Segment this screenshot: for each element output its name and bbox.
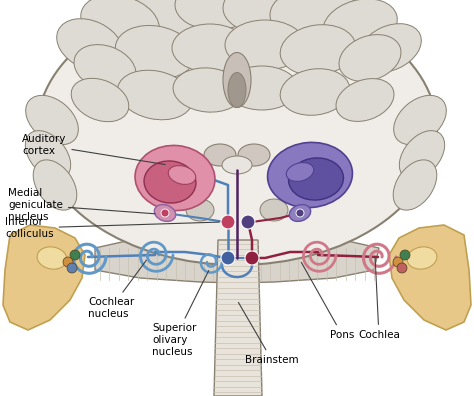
Ellipse shape	[118, 70, 192, 120]
Text: Inferior
colliculus: Inferior colliculus	[5, 217, 219, 239]
Ellipse shape	[168, 166, 196, 185]
Circle shape	[70, 250, 80, 260]
Ellipse shape	[155, 205, 176, 221]
Ellipse shape	[399, 131, 445, 179]
Ellipse shape	[71, 78, 129, 122]
Ellipse shape	[186, 199, 214, 221]
Ellipse shape	[260, 199, 288, 221]
Ellipse shape	[407, 247, 437, 269]
Ellipse shape	[238, 144, 270, 166]
Ellipse shape	[339, 34, 401, 82]
Circle shape	[245, 251, 259, 265]
Text: Auditory
cortex: Auditory cortex	[22, 134, 165, 165]
Circle shape	[241, 215, 255, 229]
Ellipse shape	[336, 78, 394, 122]
Ellipse shape	[267, 143, 353, 208]
Circle shape	[393, 257, 403, 267]
Ellipse shape	[222, 156, 252, 174]
Ellipse shape	[57, 19, 123, 71]
Ellipse shape	[223, 53, 251, 107]
Ellipse shape	[115, 25, 195, 78]
Ellipse shape	[280, 25, 356, 75]
Ellipse shape	[74, 45, 136, 91]
Ellipse shape	[144, 161, 196, 203]
Ellipse shape	[228, 72, 246, 107]
Circle shape	[397, 263, 407, 273]
Polygon shape	[3, 225, 85, 330]
Ellipse shape	[172, 24, 248, 72]
Ellipse shape	[175, 0, 255, 30]
Polygon shape	[214, 240, 262, 396]
Ellipse shape	[25, 131, 71, 179]
Circle shape	[400, 250, 410, 260]
Circle shape	[67, 263, 77, 273]
Ellipse shape	[270, 0, 360, 43]
Ellipse shape	[323, 0, 397, 51]
Text: Pons: Pons	[301, 263, 355, 340]
Ellipse shape	[81, 0, 159, 49]
Ellipse shape	[223, 0, 307, 34]
Ellipse shape	[280, 69, 350, 115]
Ellipse shape	[112, 0, 208, 40]
Ellipse shape	[26, 95, 78, 145]
Ellipse shape	[359, 24, 421, 72]
Polygon shape	[95, 232, 379, 283]
Circle shape	[63, 257, 73, 267]
Circle shape	[296, 209, 304, 217]
Ellipse shape	[289, 158, 344, 200]
Ellipse shape	[225, 20, 305, 70]
Text: Cochlea: Cochlea	[358, 258, 400, 340]
Ellipse shape	[393, 160, 437, 210]
Ellipse shape	[135, 145, 215, 211]
Ellipse shape	[173, 68, 243, 112]
Ellipse shape	[33, 160, 77, 210]
Text: Medial
geniculate
nucleus: Medial geniculate nucleus	[8, 188, 155, 222]
Ellipse shape	[289, 205, 310, 221]
Ellipse shape	[394, 95, 447, 145]
Text: Cochlear
nucleus: Cochlear nucleus	[88, 260, 146, 319]
Polygon shape	[389, 225, 471, 330]
Text: Superior
olivary
nucleus: Superior olivary nucleus	[152, 270, 209, 357]
Ellipse shape	[204, 144, 236, 166]
Ellipse shape	[286, 163, 314, 181]
Circle shape	[221, 251, 235, 265]
Ellipse shape	[37, 247, 67, 269]
Circle shape	[221, 215, 235, 229]
Text: Brainstem: Brainstem	[238, 303, 299, 365]
Ellipse shape	[226, 66, 298, 110]
Circle shape	[161, 209, 169, 217]
Ellipse shape	[37, 0, 437, 265]
